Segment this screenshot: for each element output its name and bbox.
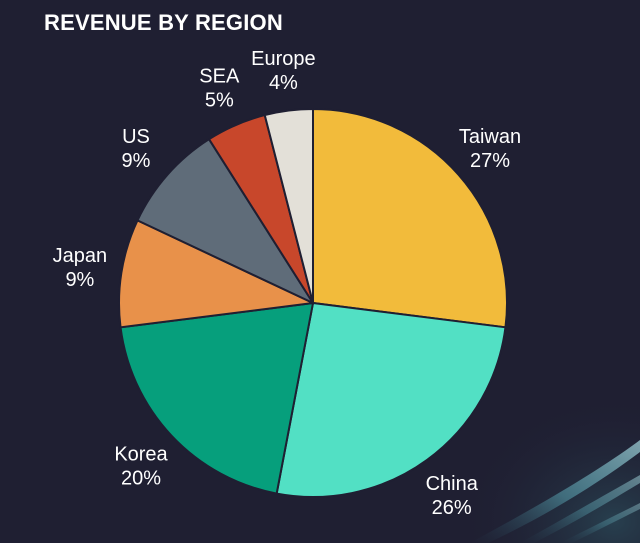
slice-label-sea: SEA 5% [199, 65, 240, 111]
slice-percent: 4% [269, 72, 298, 94]
pie-slice-korea [119, 302, 314, 495]
slice-label-japan: Japan 9% [53, 245, 108, 291]
slice-name: Taiwan [459, 126, 521, 148]
slice-label-korea: Korea 20% [114, 444, 168, 490]
pie-slice-taiwan [312, 108, 508, 329]
slice-percent: 5% [205, 89, 234, 111]
slice-label-taiwan: Taiwan 27% [459, 126, 521, 172]
slice-name: Japan [53, 245, 108, 267]
slice-name: SEA [199, 65, 240, 87]
slice-percent: 9% [122, 150, 151, 172]
pie-slice-china [275, 302, 507, 498]
slice-name: Europe [251, 48, 316, 70]
pie-slice-us [136, 138, 314, 304]
slice-label-europe: Europe 4% [251, 48, 316, 94]
slice-percent: 26% [432, 497, 472, 519]
slice-percent: 9% [65, 269, 94, 291]
slice-percent: 27% [470, 150, 510, 172]
chart-title: REVENUE BY REGION [44, 10, 283, 35]
slice-name: US [122, 126, 150, 148]
slice-percent: 20% [121, 468, 161, 490]
pie-labels: Taiwan 27%China 26%Korea 20%Japan 9%US 9%SEA 5… [53, 48, 521, 519]
slice-name: China [426, 473, 479, 495]
slice-label-china: China 26% [426, 473, 479, 519]
pie-slice-europe [263, 108, 314, 304]
slice-label-us: US 9% [122, 126, 151, 172]
pie-slice-japan [118, 219, 314, 329]
slice-name: Korea [114, 444, 168, 466]
pie-slices [118, 108, 508, 498]
